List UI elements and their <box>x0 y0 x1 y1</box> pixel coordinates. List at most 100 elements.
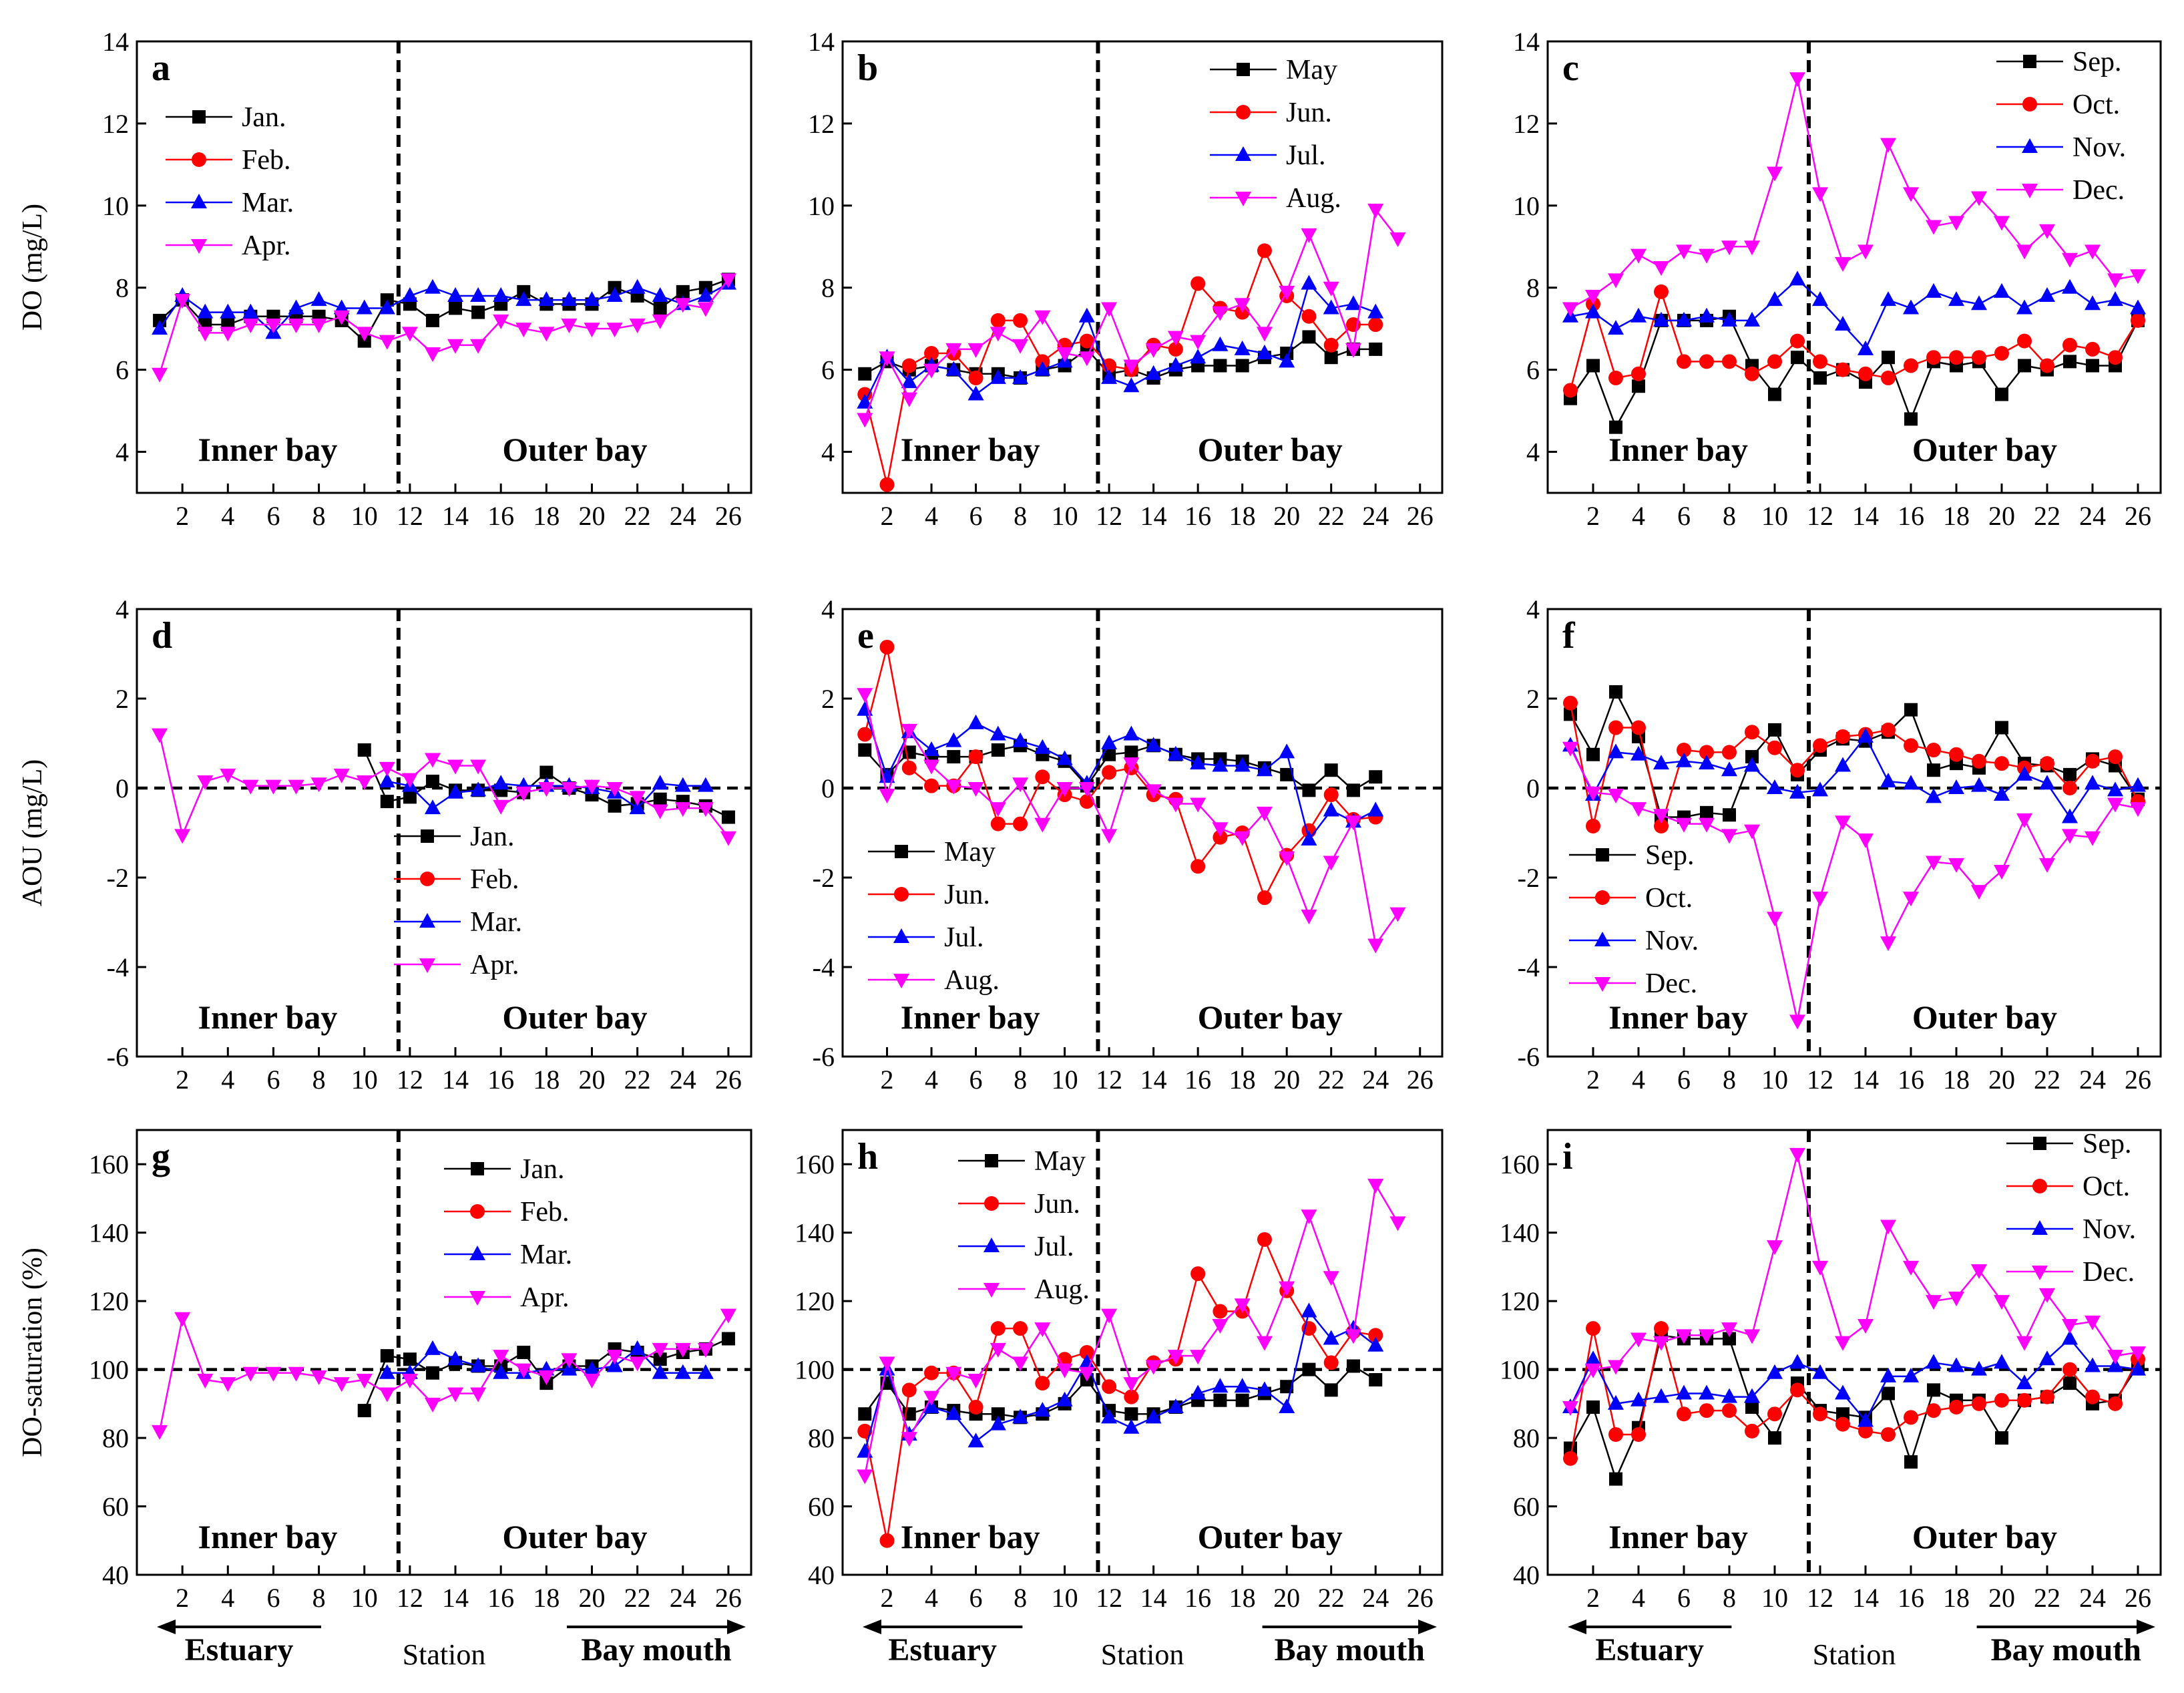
data-point <box>288 299 304 315</box>
data-point <box>1744 1388 1760 1403</box>
data-point <box>1124 745 1138 759</box>
x-tick-label: 12 <box>1807 1583 1833 1613</box>
x-tick-label: 18 <box>1229 1583 1256 1613</box>
data-point <box>220 1377 236 1392</box>
y-tick-label: 12 <box>102 109 129 139</box>
data-point <box>1034 361 1051 376</box>
data-point <box>1034 310 1051 325</box>
data-point <box>1858 1412 1874 1427</box>
region-label-inner: Inner bay <box>198 1518 337 1555</box>
data-point <box>1994 283 2010 298</box>
data-point <box>697 1364 714 1379</box>
data-point <box>1302 1362 1316 1376</box>
y-tick-label: 2 <box>821 684 835 714</box>
legend-label: Oct. <box>2083 1171 2130 1202</box>
data-point <box>515 786 532 801</box>
data-point <box>1609 420 1622 434</box>
data-point <box>1280 767 1294 781</box>
series-line <box>864 282 1376 403</box>
x-tick-label: 8 <box>1723 1583 1736 1613</box>
region-label-outer: Outer bay <box>1198 998 1343 1036</box>
series-nov <box>1562 727 2146 823</box>
data-point <box>424 753 441 768</box>
data-point <box>697 777 714 792</box>
data-point <box>1323 787 1339 803</box>
series-apr <box>152 1308 736 1440</box>
x-tick-label: 26 <box>2125 1583 2151 1613</box>
y-tick-label: 14 <box>102 27 129 57</box>
data-point <box>1389 1216 1406 1232</box>
data-point <box>1056 782 1073 797</box>
x-tick-label: 22 <box>2034 501 2060 531</box>
data-point <box>1302 783 1316 797</box>
data-point <box>152 367 168 383</box>
series-jun <box>857 1232 1383 1548</box>
data-point <box>1367 801 1384 817</box>
data-point <box>242 303 259 319</box>
data-point <box>191 239 207 254</box>
data-point <box>1212 1319 1229 1334</box>
data-point <box>1012 777 1029 793</box>
data-point <box>1301 909 1317 924</box>
data-point <box>561 291 578 307</box>
data-point <box>1101 829 1118 844</box>
data-point <box>1145 365 1162 380</box>
data-point <box>653 792 667 806</box>
y-tick-label: 10 <box>1513 191 1540 221</box>
data-point <box>1858 1319 1874 1334</box>
data-point <box>470 759 487 775</box>
data-point <box>310 291 327 307</box>
data-point <box>333 1377 350 1392</box>
x-tick-label: 20 <box>578 1583 605 1613</box>
x-tick-label: 12 <box>397 501 423 531</box>
x-tick-label: 22 <box>2034 1065 2060 1095</box>
data-point <box>1608 1394 1624 1410</box>
data-point <box>1034 1322 1051 1338</box>
y-tick-label: 100 <box>795 1355 835 1385</box>
data-point <box>1926 350 1941 365</box>
x-tick-label: 6 <box>969 501 983 531</box>
data-point <box>2062 252 2078 268</box>
data-point <box>1301 1209 1317 1225</box>
data-point <box>1880 1219 1896 1235</box>
data-point <box>1835 316 1851 331</box>
data-point <box>1881 370 1896 385</box>
data-point <box>1145 784 1162 799</box>
plot-frame <box>136 608 752 1058</box>
data-point <box>1237 63 1250 76</box>
data-point <box>967 1433 984 1448</box>
series-apr <box>152 273 736 383</box>
data-point <box>1813 371 1827 385</box>
data-point <box>515 1363 532 1378</box>
y-tick-label: 4 <box>821 437 835 467</box>
data-point <box>1948 291 1964 307</box>
data-point <box>1279 1281 1295 1296</box>
data-point <box>470 1204 485 1219</box>
x-tick-label: 14 <box>1852 1065 1879 1095</box>
data-point <box>1699 307 1715 323</box>
data-point <box>652 1342 668 1358</box>
data-point <box>1744 240 1760 256</box>
series-oct <box>1563 1321 2145 1466</box>
data-point <box>1744 824 1760 839</box>
data-point <box>895 845 908 858</box>
y-tick-label: 80 <box>102 1423 129 1453</box>
x-tick-label: 24 <box>1362 501 1389 531</box>
data-point <box>1078 782 1095 797</box>
data-point <box>1835 729 1850 744</box>
data-point <box>1767 354 1782 369</box>
data-point <box>2063 767 2077 781</box>
data-point <box>1608 1427 1623 1442</box>
data-point <box>470 1387 487 1402</box>
data-point <box>2062 1362 2077 1377</box>
data-point <box>1368 317 1383 333</box>
data-point <box>990 1342 1006 1358</box>
data-point <box>1949 350 1964 365</box>
data-point <box>1345 815 1361 831</box>
data-point <box>1813 354 1827 369</box>
data-point <box>1279 743 1295 759</box>
data-point <box>1903 299 1919 315</box>
data-point <box>629 1340 646 1355</box>
data-point <box>2032 1179 2047 1193</box>
data-point <box>424 347 441 363</box>
